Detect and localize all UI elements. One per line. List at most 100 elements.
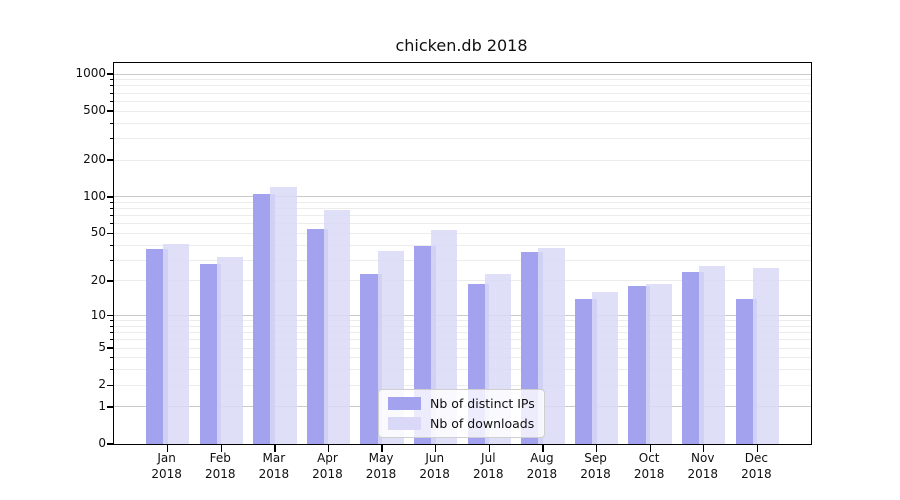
gridline-minor [114, 259, 811, 261]
gridline-minor [114, 137, 811, 139]
x-tick-label: Dec 2018 [741, 451, 772, 482]
y-minor-tick [110, 122, 114, 124]
legend-label: Nb of downloads [430, 416, 535, 431]
y-tick-label: 200 [83, 152, 106, 166]
x-tick [756, 445, 759, 452]
x-tick [381, 445, 383, 452]
x-tick [220, 445, 222, 452]
gridline-minor [114, 208, 811, 210]
gridline-minor [114, 100, 811, 102]
y-tick [107, 384, 113, 386]
y-minor-tick [110, 100, 114, 102]
y-minor-tick [110, 325, 114, 327]
legend-row: Nb of downloads [388, 416, 535, 431]
y-tick [107, 73, 113, 75]
y-minor-tick [110, 201, 114, 203]
y-tick-label: 1000 [75, 66, 106, 81]
gridline-minor [114, 320, 811, 322]
bar-downloads-mar [270, 187, 297, 444]
y-minor-tick [110, 332, 114, 334]
bar-downloads-apr [323, 210, 351, 444]
gridline-minor [114, 325, 811, 327]
y-minor-tick [110, 223, 114, 225]
x-tick-label: Jun 2018 [419, 451, 450, 482]
bar-downloads-nov [699, 265, 726, 444]
bar-distinct-ips-jan [145, 249, 168, 444]
gridline-minor [114, 92, 811, 94]
gridline-major [114, 73, 811, 75]
gridline-minor [114, 79, 811, 81]
bar-downloads-sep [592, 292, 619, 444]
y-tick [107, 196, 113, 198]
bar-distinct-ips-nov [682, 271, 704, 444]
gridline-minor [114, 339, 811, 341]
y-tick-label: 100 [83, 188, 106, 203]
x-tick [703, 445, 705, 452]
y-minor-tick [110, 79, 114, 81]
y-tick [107, 406, 113, 408]
plot-area [107, 62, 812, 452]
y-minor-tick [110, 92, 114, 94]
y-tick-label: 20 [90, 272, 106, 287]
x-tick [488, 445, 490, 452]
gridline-major [114, 315, 811, 317]
bar-distinct-ips-feb [199, 263, 222, 444]
y-tick [107, 232, 113, 235]
y-minor-tick [110, 208, 114, 210]
bar-distinct-ips-apr [306, 229, 329, 444]
gridline-minor [114, 110, 811, 112]
gridline-minor [114, 232, 811, 234]
y-minor-tick [110, 259, 114, 261]
y-tick-label: 50 [90, 225, 106, 240]
bar-downloads-jan [163, 243, 190, 444]
x-tick-label: Jan 2018 [151, 451, 182, 482]
bar-downloads-oct [645, 283, 672, 444]
y-minor-tick [110, 339, 114, 341]
x-tick-label: Jul 2018 [473, 451, 504, 482]
y-tick [107, 159, 113, 161]
bar-downloads-dec [752, 267, 780, 444]
gridline-minor [114, 85, 811, 87]
x-tick [649, 445, 651, 452]
gridline-minor [114, 384, 811, 386]
y-minor-tick [110, 137, 114, 139]
y-minor-tick [110, 215, 114, 217]
y-tick-label: 2 [98, 377, 106, 392]
chart-title: chicken.db 2018 [395, 36, 528, 55]
x-tick [435, 445, 437, 452]
x-tick-label: Mar 2018 [258, 451, 290, 482]
x-tick [542, 445, 544, 452]
x-tick [595, 445, 598, 452]
y-tick [107, 314, 113, 317]
y-minor-tick [110, 357, 114, 359]
gridline-minor [114, 122, 811, 124]
x-tick-label: Feb 2018 [204, 451, 236, 482]
legend-row: Nb of distinct IPs [388, 396, 535, 411]
y-tick [107, 347, 113, 349]
y-tick-label: 5 [98, 340, 106, 355]
x-tick-label: Nov 2018 [687, 451, 719, 482]
legend-swatch [388, 417, 421, 430]
y-minor-tick [110, 85, 114, 87]
gridline-minor [114, 223, 811, 225]
y-minor-tick [110, 320, 114, 322]
x-tick [167, 445, 169, 452]
y-tick-label: 1 [98, 398, 106, 413]
y-tick-label: 500 [83, 103, 106, 118]
x-tick [327, 445, 330, 452]
gridline-minor [114, 159, 811, 161]
bar-distinct-ips-sep [574, 298, 597, 444]
legend: Nb of distinct IPs Nb of downloads [378, 389, 545, 438]
x-tick-label: Apr 2018 [312, 451, 343, 482]
gridline-minor [114, 280, 811, 282]
bar-distinct-ips-may [360, 273, 383, 444]
y-tick [107, 443, 113, 445]
legend-swatch [388, 397, 421, 410]
y-tick-label: 10 [90, 307, 106, 322]
y-tick [107, 110, 113, 112]
bar-distinct-ips-mar [253, 193, 275, 444]
gridline-minor [114, 215, 811, 217]
x-tick-label: Oct 2018 [633, 451, 665, 482]
bar-distinct-ips-oct [628, 286, 651, 444]
